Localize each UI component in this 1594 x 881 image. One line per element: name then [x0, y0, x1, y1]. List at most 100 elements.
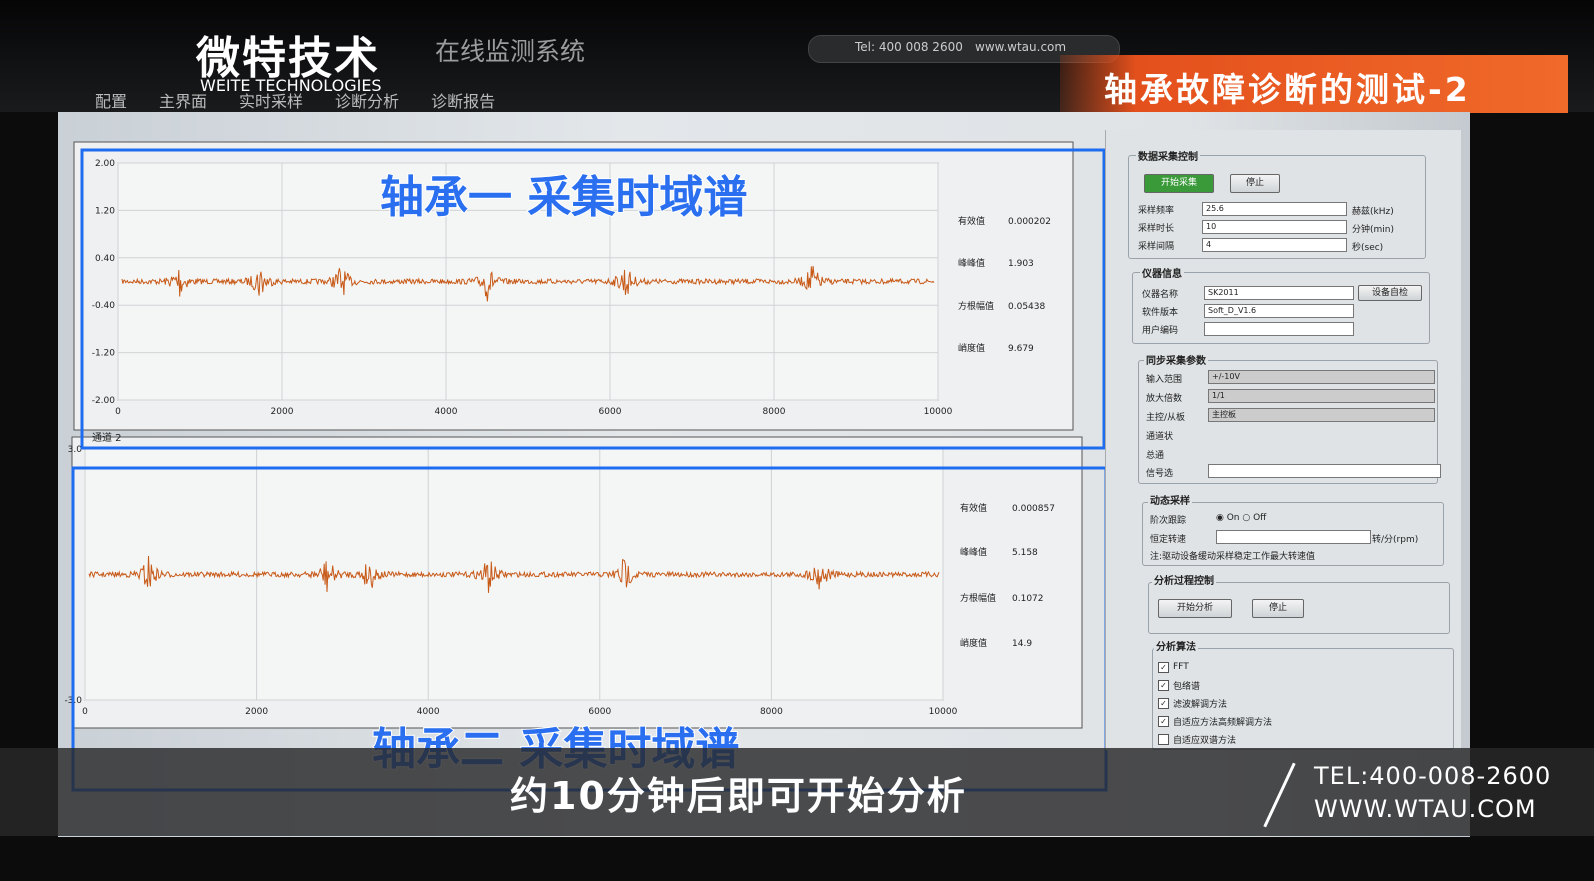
checkbox-item[interactable]: ✓ 包络谱: [1158, 676, 1272, 694]
field-input[interactable]: SK2011: [1204, 286, 1354, 300]
button[interactable]: 停止: [1252, 599, 1304, 618]
field-input[interactable]: [1204, 322, 1354, 336]
checkbox-label: 自适应方法高频解调方法: [1173, 717, 1273, 728]
field-unit: 赫兹(kHz): [1352, 207, 1394, 217]
checkbox-label: 包络谱: [1173, 681, 1201, 692]
y-tick-label: 2.00: [95, 159, 115, 169]
checkbox[interactable]: ✓: [1158, 715, 1169, 727]
field-label: 总通: [1146, 451, 1165, 461]
select[interactable]: 1/1: [1208, 389, 1435, 403]
contact-web: www.wtau.com: [975, 40, 1067, 54]
checkbox[interactable]: ✓: [1158, 697, 1169, 709]
x-tick-label: 10000: [929, 707, 958, 717]
select[interactable]: +/-10V: [1208, 370, 1435, 384]
checkbox-item[interactable]: ✓ FFT: [1158, 658, 1272, 676]
field-label: 通道状: [1146, 432, 1174, 442]
checkbox-label: 滤波解调方法: [1173, 699, 1228, 710]
section: [1132, 272, 1430, 344]
stat-value: 0.1072: [1012, 594, 1044, 604]
checkbox-label: 自适应双谱方法: [1173, 735, 1237, 746]
radio[interactable]: ◉ On ○ Off: [1216, 513, 1267, 523]
field-unit: 转/分(rpm): [1372, 535, 1419, 545]
section-title: 分析过程控制: [1152, 572, 1216, 587]
y-tick-label: 3.0: [68, 445, 83, 455]
stat-label: 方根幅值: [960, 592, 996, 604]
y-tick-label: -2.00: [92, 396, 116, 406]
checkbox-item[interactable]: ✓ 自适应方法高频解调方法: [1158, 712, 1272, 730]
y-tick-label: 0.40: [95, 254, 115, 264]
x-tick-label: 10000: [924, 407, 953, 417]
x-tick-label: 2000: [245, 707, 268, 717]
nav-item[interactable]: 实时采样: [239, 92, 304, 111]
radio-label: On: [1226, 513, 1240, 523]
x-tick-label: 0: [115, 407, 121, 417]
checkbox[interactable]: ✓: [1158, 661, 1169, 673]
checkbox-item[interactable]: ✓ 滤波解调方法: [1158, 694, 1272, 712]
y-tick-label: -1.20: [92, 349, 116, 359]
nav-item[interactable]: 诊断报告: [431, 92, 496, 111]
field-label: 软件版本: [1142, 308, 1179, 318]
stat-label: 峭度值: [958, 342, 985, 354]
banner: [1060, 55, 1568, 113]
waveform: [121, 265, 935, 302]
footer-web: WWW.WTAU.COM: [1314, 795, 1537, 823]
stat-value: 9.679: [1008, 344, 1034, 354]
field-label: 恒定转速: [1150, 535, 1187, 545]
section-title: 同步采集参数: [1144, 352, 1208, 367]
x-tick-label: 0: [82, 707, 88, 717]
field-label: 主控/从板: [1146, 413, 1186, 423]
stat-label: 有效值: [960, 502, 987, 514]
subtitle: 约10分钟后即可开始分析: [510, 774, 967, 818]
checkbox-item[interactable]: 自适应双谱方法: [1158, 730, 1272, 748]
select[interactable]: 主控板: [1208, 408, 1435, 422]
field-input[interactable]: 4: [1202, 238, 1347, 252]
contact-tel: Tel: 400 008 2600: [855, 40, 963, 54]
stat-value: 1.903: [1008, 259, 1034, 269]
field-label: 仪器名称: [1142, 290, 1179, 300]
checkbox[interactable]: ✓: [1158, 679, 1169, 691]
field-input[interactable]: 10: [1202, 220, 1347, 234]
logo-name: 微特技术: [196, 33, 380, 84]
stat-label: 有效值: [958, 215, 985, 227]
nav: 配置 主界面 实时采样 诊断分析 诊断报告: [95, 88, 495, 112]
stat-value: 0.000857: [1012, 504, 1055, 514]
field-unit: 分钟(min): [1352, 225, 1394, 235]
button[interactable]: 停止: [1230, 174, 1280, 193]
x-tick-label: 8000: [760, 707, 783, 717]
button[interactable]: 开始采集: [1144, 174, 1214, 193]
app-title: 在线监测系统: [435, 37, 586, 66]
section: [1138, 360, 1438, 484]
section: [1148, 582, 1450, 634]
stat-value: 14.9: [1012, 639, 1032, 649]
annotation: 轴承一 采集时域谱: [380, 172, 747, 223]
field-input[interactable]: Soft_D_V1.6: [1204, 304, 1354, 318]
x-tick-label: 6000: [599, 407, 622, 417]
stat-value: 5.158: [1012, 548, 1038, 558]
stat-value: 0.05438: [1008, 302, 1045, 312]
field-label: 输入范围: [1146, 375, 1183, 385]
section-title: 数据采集控制: [1136, 148, 1200, 163]
nav-item[interactable]: 主界面: [159, 92, 208, 111]
stat-label: 峭度值: [960, 637, 987, 649]
logo-sub: WEITE TECHNOLOGIES: [200, 76, 382, 95]
nav-item[interactable]: 诊断分析: [335, 92, 400, 111]
x-tick-label: 6000: [588, 707, 611, 717]
field-label: 用户编码: [1142, 326, 1179, 336]
field-input[interactable]: [1208, 464, 1441, 478]
button[interactable]: 设备自检: [1358, 285, 1422, 301]
field-input[interactable]: 25.6: [1202, 202, 1347, 216]
field-label: 采样时长: [1138, 224, 1175, 234]
field-input[interactable]: [1216, 530, 1371, 544]
section-title: 仪器信息: [1140, 265, 1184, 280]
control-panel: 数据采集控制 开始采集 停止 采样频率 25.6 赫兹(kHz) 采样时长 10…: [1105, 130, 1461, 750]
highlight-box: [80, 148, 1106, 450]
stat-label: 峰峰值: [960, 546, 987, 558]
button[interactable]: 开始分析: [1158, 599, 1232, 618]
section-title: 分析算法: [1154, 638, 1198, 653]
radio-label: Off: [1253, 513, 1267, 523]
checkbox[interactable]: [1158, 733, 1169, 745]
banner-text: 轴承故障诊断的测试-2: [1104, 70, 1471, 109]
section-title: 动态采样: [1148, 492, 1192, 507]
nav-item[interactable]: 配置: [95, 92, 128, 111]
